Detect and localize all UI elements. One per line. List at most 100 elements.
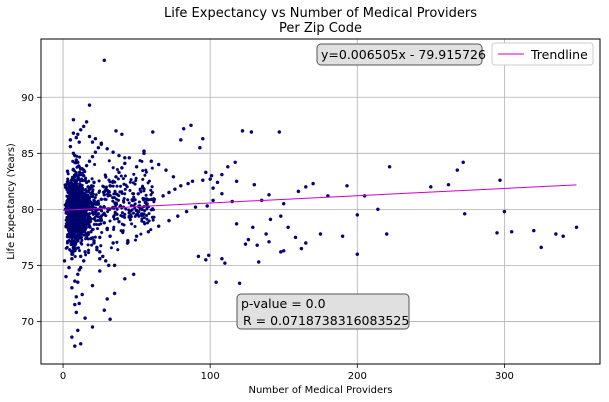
scatter-point-cluster [116, 177, 120, 181]
scatter-point-cluster [112, 214, 116, 218]
scatter-point-cluster [103, 173, 107, 177]
scatter-point-cluster [84, 253, 88, 257]
scatter-point [62, 259, 67, 263]
scatter-point [264, 232, 268, 236]
scatter-point-cluster [86, 243, 90, 247]
scatter-point [286, 225, 290, 230]
scatter-point [345, 184, 349, 188]
scatter-point-cluster [86, 193, 90, 197]
scatter-point [299, 246, 304, 251]
scatter-point [68, 138, 73, 142]
scatter-point [206, 253, 211, 258]
scatter-point [76, 272, 80, 277]
scatter-point [78, 128, 83, 132]
scatter-point-cluster [84, 187, 88, 192]
scatter-point [318, 232, 323, 236]
scatter-point-cluster [125, 241, 129, 245]
scatter-point-cluster [93, 235, 97, 239]
scatter-point [134, 234, 139, 238]
scatter-point [73, 302, 77, 307]
scatter-point-cluster [150, 190, 154, 195]
scatter-point-cluster [143, 209, 147, 213]
scatter-point-cluster [132, 195, 136, 199]
scatter-point-cluster [129, 209, 133, 213]
scatter-point-cluster [134, 212, 139, 216]
scatter-point [204, 170, 208, 175]
scatter-point [246, 237, 251, 242]
legend-trendline-label: Trendline [530, 47, 588, 62]
scatter-point-cluster [100, 230, 104, 235]
scatter-point-cluster [145, 213, 149, 218]
scatter-point-cluster [84, 237, 88, 241]
scatter-point-cluster [76, 210, 80, 214]
scatter-point [376, 207, 380, 212]
scatter-point-cluster [122, 223, 126, 227]
scatter-point [223, 261, 227, 265]
scatter-point-cluster [140, 208, 144, 212]
scatter-point [455, 168, 460, 172]
scatter-point-cluster [75, 246, 79, 250]
scatter-point-cluster [103, 213, 107, 217]
scatter-point-cluster [78, 189, 82, 193]
scatter-point [90, 325, 95, 329]
scatter-point-cluster [79, 236, 83, 240]
scatter-point-cluster [149, 228, 153, 232]
scatter-point [68, 144, 73, 149]
scatter-point-cluster [71, 197, 76, 201]
scatter-point-cluster [147, 219, 151, 223]
scatter-point-cluster [105, 192, 110, 196]
scatter-point-cluster [80, 242, 84, 246]
scatter-point [99, 197, 104, 202]
scatter-point [181, 126, 186, 131]
scatter-point [112, 291, 117, 296]
scatter-point-cluster [90, 243, 94, 247]
scatter-point [93, 150, 98, 154]
scatter-point-cluster [83, 221, 87, 225]
scatter-point-cluster [115, 184, 119, 188]
scatter-point [220, 191, 224, 196]
scatter-point-cluster [119, 174, 123, 178]
scatter-point-cluster [115, 207, 119, 211]
scatter-point-cluster [136, 210, 140, 214]
scatter-point-cluster [70, 178, 74, 182]
scatter-point-cluster [81, 188, 85, 193]
scatter-point [446, 182, 451, 187]
scatter-point-cluster [116, 248, 120, 252]
equation-box [316, 43, 483, 66]
scatter-point [156, 162, 161, 167]
scatter-point [98, 250, 102, 254]
scatter-point [384, 232, 389, 236]
scatter-point-cluster [66, 172, 70, 176]
scatter-point [102, 221, 107, 225]
scatter-point-cluster [131, 181, 135, 185]
scatter-point-cluster [103, 190, 107, 194]
scatter-point-cluster [72, 226, 76, 230]
scatter-point [243, 242, 248, 246]
scatter-point [208, 177, 212, 181]
scatter-point-cluster [121, 177, 125, 181]
scatter-point-cluster [147, 212, 151, 216]
scatter-point-cluster [69, 233, 73, 237]
scatter-point [74, 310, 79, 315]
scatter-point [73, 344, 77, 348]
scatter-point [237, 281, 242, 286]
scatter-point-cluster [122, 215, 126, 219]
scatter-point-cluster [83, 170, 87, 174]
scatter-point-cluster [126, 198, 130, 202]
scatter-point [111, 241, 115, 245]
scatter-point-cluster [140, 217, 144, 221]
scatter-point [70, 286, 74, 290]
scatter-point-cluster [128, 180, 132, 184]
scatter-point [71, 131, 76, 135]
scatter-point [495, 231, 499, 235]
scatter-point-cluster [115, 202, 119, 206]
chart-title: Life Expectancy vs Number of Medical Pro… [164, 6, 477, 21]
scatter-point-cluster [68, 198, 72, 203]
scatter-point [281, 249, 286, 253]
scatter-point-cluster [133, 238, 138, 242]
scatter-point [117, 219, 121, 224]
scatter-point [167, 190, 171, 195]
scatter-point-cluster [65, 201, 69, 205]
scatter-point-cluster [73, 254, 77, 259]
scatter-point-cluster [70, 181, 74, 185]
